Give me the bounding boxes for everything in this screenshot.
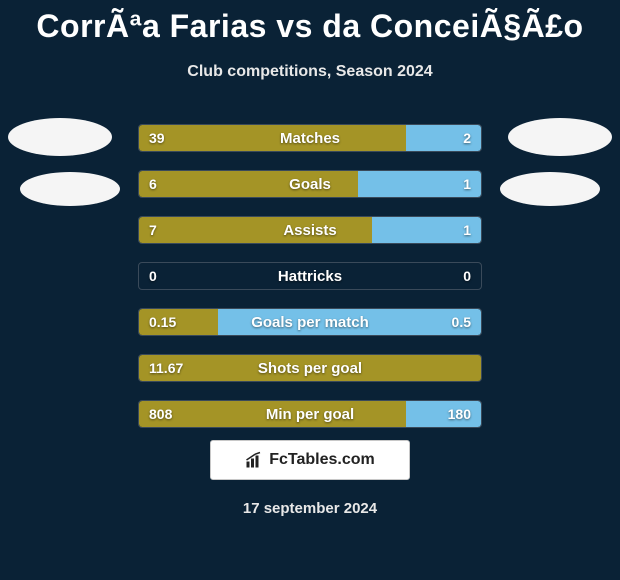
stat-bar-left (139, 401, 406, 427)
stat-row: Hattricks0 0 (138, 262, 482, 290)
stat-bar-right (218, 309, 481, 335)
stat-bar-left (139, 309, 218, 335)
player-photo-left-2 (20, 172, 120, 206)
stats-bars: Matches392 Goals61 Assists71 Hattricks0 0 Goa… (138, 124, 482, 446)
subtitle: Club competitions, Season 2024 (0, 63, 620, 81)
stat-bar-right (372, 217, 481, 243)
stat-value-left: 0 (149, 263, 157, 289)
player-photo-right-2 (500, 172, 600, 206)
stat-row: Goals61 (138, 170, 482, 198)
brand-icon (245, 451, 263, 469)
stat-bar-right (406, 401, 481, 427)
brand-badge: FcTables.com (210, 440, 410, 480)
stat-bar-right (406, 125, 481, 151)
brand-text: FcTables.com (269, 451, 375, 469)
stat-value-right: 0 (463, 263, 471, 289)
stat-label: Hattricks (139, 263, 481, 289)
page-title: CorrÃªa Farias vs da ConceiÃ§Ã£o (0, 0, 620, 45)
stat-bar-left (139, 217, 372, 243)
player-photo-right-1 (508, 118, 612, 156)
stat-bar-left (139, 171, 358, 197)
stat-bar-left (139, 125, 406, 151)
stat-row: Assists71 (138, 216, 482, 244)
date-text: 17 september 2024 (0, 500, 620, 517)
stat-row: Matches392 (138, 124, 482, 152)
stat-row: Shots per goal11.67 (138, 354, 482, 382)
stat-row: Min per goal808180 (138, 400, 482, 428)
stat-bar-right (358, 171, 481, 197)
stat-bar-left (139, 355, 481, 381)
player-photo-left-1 (8, 118, 112, 156)
stat-row: Goals per match0.150.5 (138, 308, 482, 336)
